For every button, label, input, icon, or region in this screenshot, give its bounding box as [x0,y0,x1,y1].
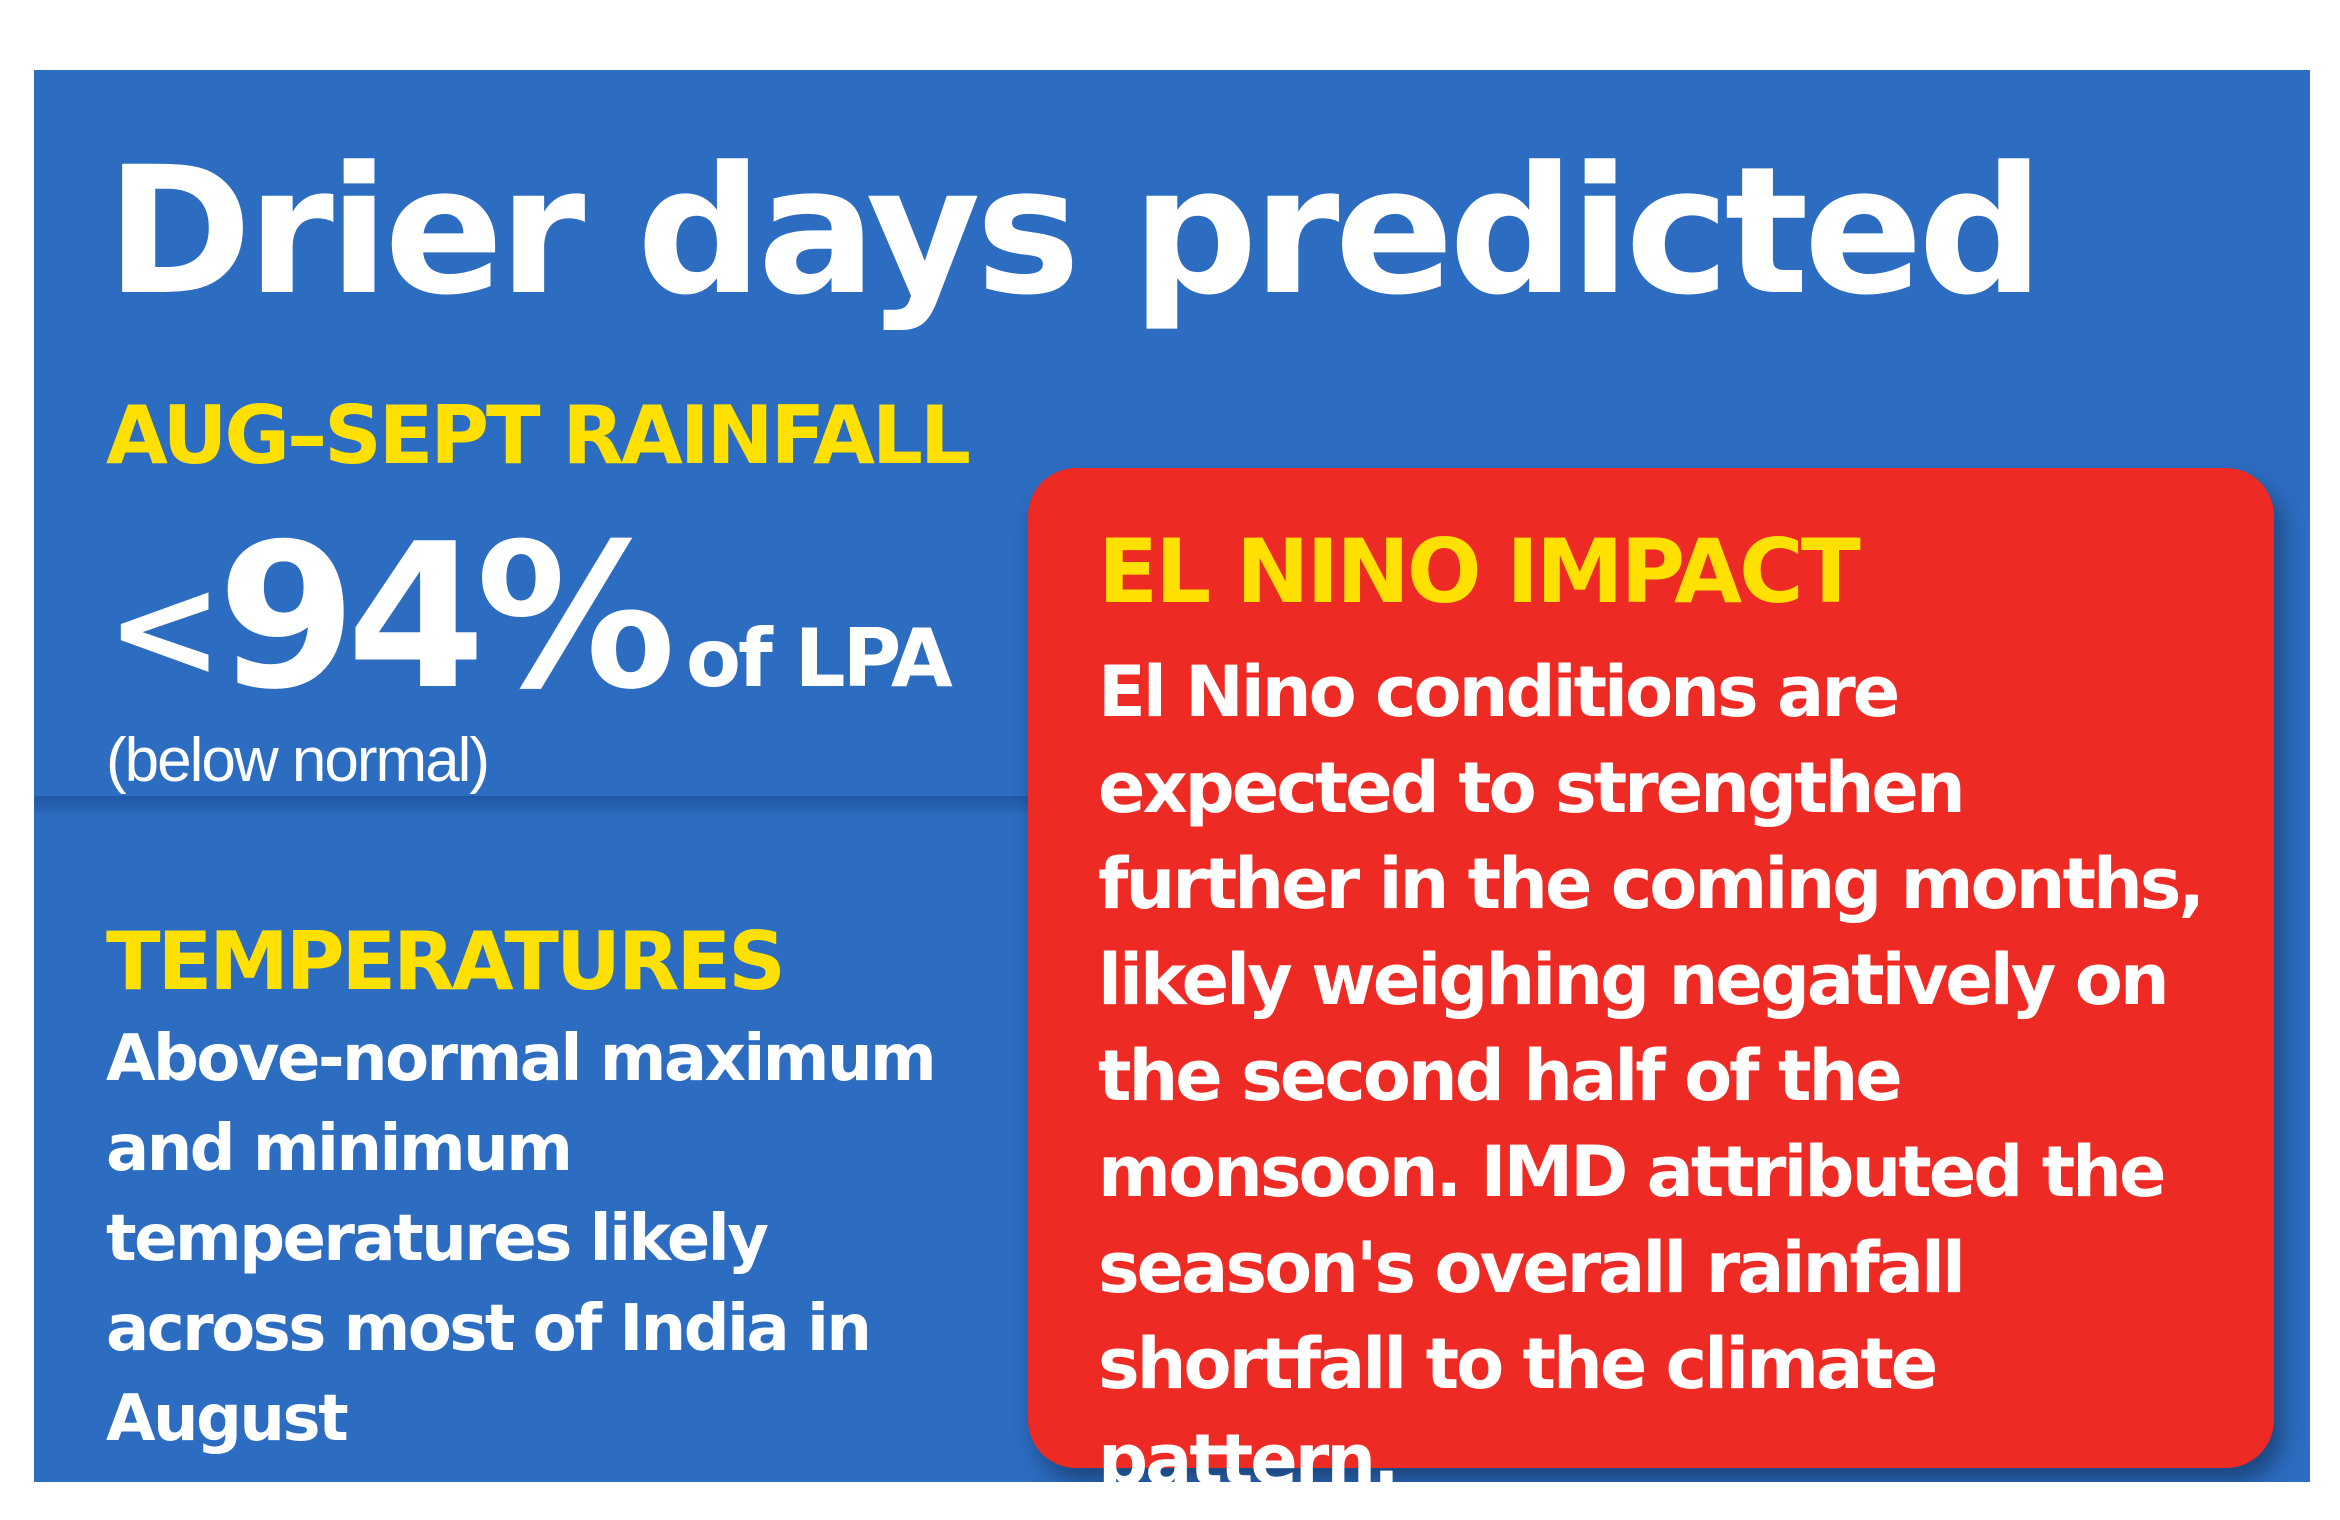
temperatures-text: Above-normal maximum and minimum tempera… [106,1022,937,1456]
rainfall-label: AUG–SEPT RAINFALL [106,389,971,482]
el-nino-text: El Nino conditions are expected to stren… [1098,651,2205,1482]
headline: Drier days predicted [106,129,2044,334]
el-nino-card: EL NINO IMPACT El Nino conditions are ex… [1028,468,2274,1482]
rainfall-unit: of LPA [686,612,953,705]
section-divider [34,796,1034,814]
infographic-panel: Drier days predicted AUG–SEPT RAINFALL <… [34,70,2310,1482]
el-nino-title: EL NINO IMPACT [1098,520,1861,623]
rainfall-note: (below normal) [106,726,490,795]
rainfall-value: 94% [217,501,676,734]
rainfall-figure: <94% of LPA [106,518,953,718]
temperatures-label: TEMPERATURES [106,915,786,1008]
rainfall-prefix: < [106,547,223,710]
